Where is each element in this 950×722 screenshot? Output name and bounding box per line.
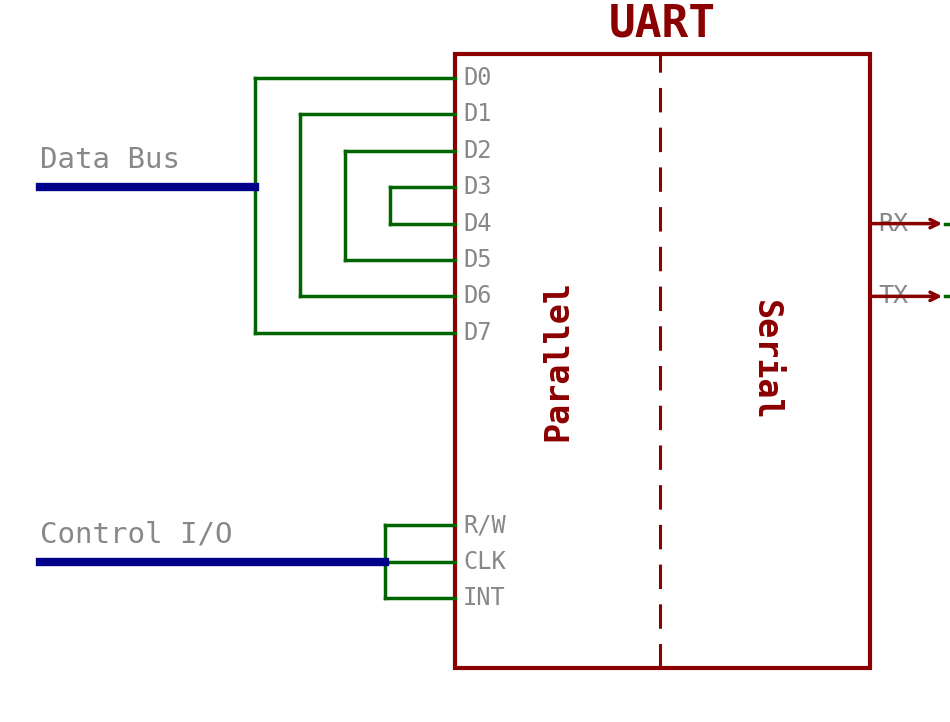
Bar bbox=[455, 53, 870, 668]
Text: Parallel: Parallel bbox=[541, 280, 574, 441]
Text: D3: D3 bbox=[463, 175, 491, 199]
Text: Control I/O: Control I/O bbox=[40, 521, 233, 548]
Text: D1: D1 bbox=[463, 103, 491, 126]
Text: RX: RX bbox=[878, 212, 908, 235]
Text: D2: D2 bbox=[463, 139, 491, 163]
Text: D6: D6 bbox=[463, 284, 491, 308]
Text: D4: D4 bbox=[463, 212, 491, 235]
Text: Data Bus: Data Bus bbox=[40, 146, 180, 174]
Text: UART: UART bbox=[609, 3, 716, 45]
Text: Serial: Serial bbox=[749, 300, 782, 421]
Text: CLK: CLK bbox=[463, 549, 505, 574]
Text: D7: D7 bbox=[463, 321, 491, 344]
Text: INT: INT bbox=[463, 586, 505, 610]
Text: TX: TX bbox=[878, 284, 908, 308]
Text: R/W: R/W bbox=[463, 513, 505, 537]
Text: D0: D0 bbox=[463, 66, 491, 90]
Text: D5: D5 bbox=[463, 248, 491, 272]
